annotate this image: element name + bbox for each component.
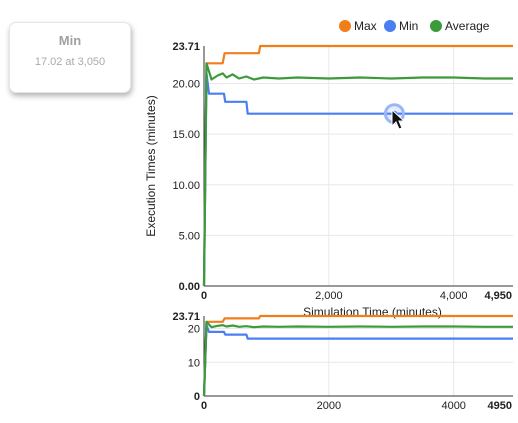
legend-dot-icon[interactable] xyxy=(430,20,442,32)
y-tick-label: 0.00 xyxy=(179,281,200,293)
legend-label[interactable]: Average xyxy=(445,19,490,33)
y-axis-title: Execution Times (minutes) xyxy=(144,95,158,236)
mouse-cursor-icon xyxy=(391,108,406,130)
legend-label[interactable]: Max xyxy=(354,19,377,33)
legend-label[interactable]: Min xyxy=(399,19,418,33)
x-tick-label: 4950 xyxy=(488,400,512,412)
series-line-min[interactable] xyxy=(202,324,513,397)
data-tooltip: Min 17.02 at 3,050 xyxy=(9,22,131,93)
x-tick-label: 2,000 xyxy=(315,290,343,302)
x-tick-label: 2000 xyxy=(317,400,341,412)
y-tick-label: 20.00 xyxy=(172,79,200,91)
x-tick-label: 4000 xyxy=(441,400,465,412)
series-line-average[interactable] xyxy=(202,62,513,287)
y-tick-label: 10.00 xyxy=(172,180,200,192)
y-tick-label: 23.71 xyxy=(172,41,200,53)
x-tick-label: 0 xyxy=(201,290,207,302)
x-tick-label: 4,000 xyxy=(440,290,468,302)
series-line-max[interactable] xyxy=(202,44,513,287)
legend-dot-icon[interactable] xyxy=(384,20,396,32)
series-line-min[interactable] xyxy=(202,72,513,287)
main-chart[interactable]: 0.00 5.00 10.00 15.00 20.00 23.71 0 2,000 4,000 4… xyxy=(144,41,513,319)
y-tick-label: 15.00 xyxy=(172,129,200,141)
y-tick-label: 20 xyxy=(188,324,200,336)
tooltip-title: Min xyxy=(58,33,82,48)
x-tick-label: 4,950 xyxy=(484,290,512,302)
x-tick-label: 0 xyxy=(201,400,207,412)
chart-legend[interactable]: Max Min Average xyxy=(339,19,490,33)
y-tick-label: 23.71 xyxy=(172,311,200,323)
legend-dot-icon[interactable] xyxy=(339,20,351,32)
y-tick-label: 0 xyxy=(194,391,200,403)
tooltip-value: 17.02 at 3,050 xyxy=(34,56,106,68)
series-line-max[interactable] xyxy=(202,314,513,397)
series-line-average[interactable] xyxy=(202,320,513,397)
y-tick-label: 10 xyxy=(188,357,200,369)
y-tick-label: 5.00 xyxy=(179,230,200,242)
